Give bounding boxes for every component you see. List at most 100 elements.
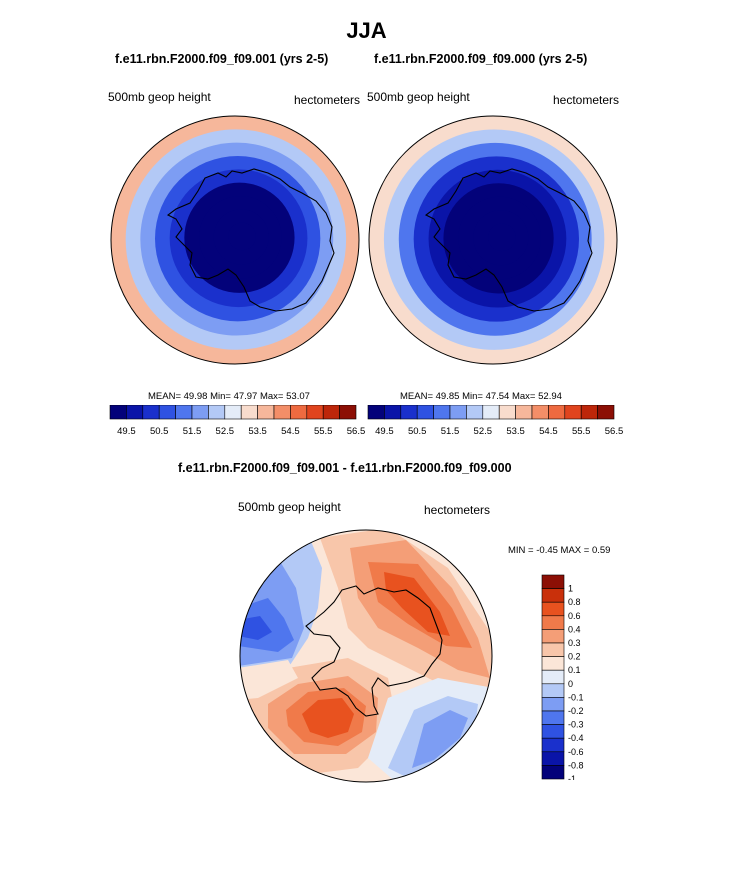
colorbar-swatch: [367, 405, 385, 420]
panel1-polar-map: [110, 115, 360, 365]
colorbar-tick-label: -0.1: [568, 692, 584, 702]
page-title: JJA: [346, 18, 387, 43]
panel1-max-label: Max=: [259, 391, 284, 402]
panel1-mean-label: MEAN=: [148, 391, 181, 402]
diff-contour-region: [240, 660, 298, 700]
panel2-polar-map: [368, 115, 618, 365]
colorbar-tick-label: -0.2: [568, 706, 584, 716]
colorbar-swatch: [515, 405, 533, 420]
panel2-min-value: 47.54: [485, 391, 510, 402]
colorbar-swatch: [240, 405, 258, 420]
colorbar-swatch: [466, 405, 484, 420]
colorbar-tick-label: 56.5: [347, 426, 366, 437]
panel1-max-value: 53.07: [286, 391, 310, 402]
panel3-contour-fill: [240, 530, 492, 782]
colorbar-swatch: [597, 405, 615, 420]
panel2-contour-fill: [369, 116, 617, 364]
colorbar-tick-label: 55.5: [572, 426, 591, 437]
diff-contour-region: [384, 572, 450, 636]
colorbar-tick-label: 52.5: [474, 426, 493, 437]
colorbar-tick-label: -0.4: [568, 733, 584, 743]
colorbar-swatch: [541, 724, 565, 739]
colorbar-swatch: [541, 629, 565, 644]
panel3-variable-label: 500mb geop height: [238, 500, 341, 514]
panel1-subtitle: f.e11.rbn.F2000.f09_f09.001 (yrs 2-5): [115, 52, 329, 66]
panel2-mean-value: 49.85: [435, 391, 460, 402]
colorbar-tick-label: -0.6: [568, 747, 584, 757]
colorbar-swatch: [290, 405, 308, 420]
colorbar-tick-label: 1: [568, 584, 573, 594]
colorbar-swatch: [384, 405, 402, 420]
colorbar-swatch: [498, 405, 516, 420]
colorbar-tick-label: 54.5: [539, 426, 558, 437]
colorbar-swatch: [541, 683, 565, 698]
panel3-max-label: MAX =: [560, 545, 590, 556]
colorbar-swatch: [541, 656, 565, 671]
colorbar-tick-label: 0.4: [568, 624, 581, 634]
p2-rings-ring: [488, 223, 516, 252]
colorbar-tick-label: 50.5: [408, 426, 427, 437]
panel1-stats: MEAN= 49.98 Min= 47.97 Max= 53.07: [148, 391, 310, 402]
colorbar-swatch: [541, 751, 565, 766]
colorbar-swatch: [158, 405, 176, 420]
colorbar-swatch: [224, 405, 242, 420]
panel1-colorbar: 49.5 50.5 51.5 52.5 53.5 54.5 55.5 56.5: [109, 405, 366, 437]
colorbar-tick-label: 55.5: [314, 426, 333, 437]
colorbar-tick-label: 56.5: [605, 426, 624, 437]
colorbar-swatch: [339, 405, 357, 420]
panel1-units-label: hectometers: [294, 93, 361, 107]
colorbar-swatch: [142, 405, 160, 420]
panel3-antarctica-coastline: [305, 585, 443, 717]
p1-rings-ring: [228, 222, 256, 251]
colorbar-tick-label: 0.1: [568, 665, 581, 675]
colorbar-tick-label: -0.3: [568, 720, 584, 730]
panel1-variable-label: 500mb geop height: [108, 90, 211, 104]
colorbar-swatch: [449, 405, 467, 420]
colorbar-swatch: [482, 405, 500, 420]
panel2-max-label: Max=: [511, 391, 536, 402]
colorbar-tick-label: 50.5: [150, 426, 169, 437]
colorbar-tick-label: 0.2: [568, 652, 581, 662]
colorbar-swatch: [541, 737, 565, 753]
colorbar-swatch: [541, 574, 565, 589]
colorbar-swatch: [541, 642, 565, 657]
diff-contour-region: [240, 616, 272, 640]
colorbar-swatch: [109, 405, 127, 420]
colorbar-tick-label: 53.5: [506, 426, 524, 437]
diff-contour-region: [412, 710, 468, 768]
colorbar-tick-label: 54.5: [281, 426, 300, 437]
colorbar-tick-label: -0.8: [568, 760, 584, 770]
panel1-min-label: Min=: [210, 391, 231, 402]
colorbar-tick-label: 52.5: [216, 426, 235, 437]
colorbar-swatch: [541, 669, 565, 685]
colorbar-swatch: [541, 710, 565, 725]
panel3-max-value: 0.59: [591, 545, 611, 556]
colorbar-swatch: [322, 405, 340, 420]
panel3-units-label: hectometers: [424, 503, 491, 517]
colorbar-tick-label: 0.3: [568, 638, 581, 648]
colorbar-swatch: [580, 405, 598, 420]
colorbar-tick-label: 51.5: [441, 426, 460, 437]
colorbar-tick-label: 0: [568, 679, 573, 689]
colorbar-swatch: [541, 588, 565, 603]
colorbar-swatch: [175, 405, 193, 420]
panel3-min-label: MIN =: [508, 545, 534, 556]
colorbar-swatch: [416, 405, 434, 420]
colorbar-swatch: [541, 601, 565, 617]
panel1-min-value: 47.97: [233, 391, 258, 402]
panel2-stats: MEAN= 49.85 Min= 47.54 Max= 52.94: [400, 391, 562, 402]
diff-contour-region: [302, 698, 354, 738]
colorbar-swatch: [433, 405, 451, 420]
panel1-mean-value: 49.98: [183, 391, 208, 402]
colorbar-swatch: [191, 405, 209, 420]
panel3-colorbar: 1 0.8 0.6 0.4 0.3 0.2 0.1 0 -0.1 -0.2 -0.3 -0.4 -0.6…: [541, 574, 584, 780]
panel2-mean-label: MEAN=: [400, 391, 433, 402]
panel3-subtitle: f.e11.rbn.F2000.f09_f09.001 - f.e11.rbn.…: [178, 461, 512, 475]
panel2-variable-label: 500mb geop height: [367, 90, 470, 104]
panel3-minmax: MIN = -0.45 MAX = 0.59: [508, 545, 610, 556]
colorbar-swatch: [306, 405, 324, 420]
colorbar-tick-label: 53.5: [248, 426, 267, 437]
panel2-units-label: hectometers: [553, 93, 620, 107]
panel2-antarctica-coastline: [424, 168, 593, 312]
